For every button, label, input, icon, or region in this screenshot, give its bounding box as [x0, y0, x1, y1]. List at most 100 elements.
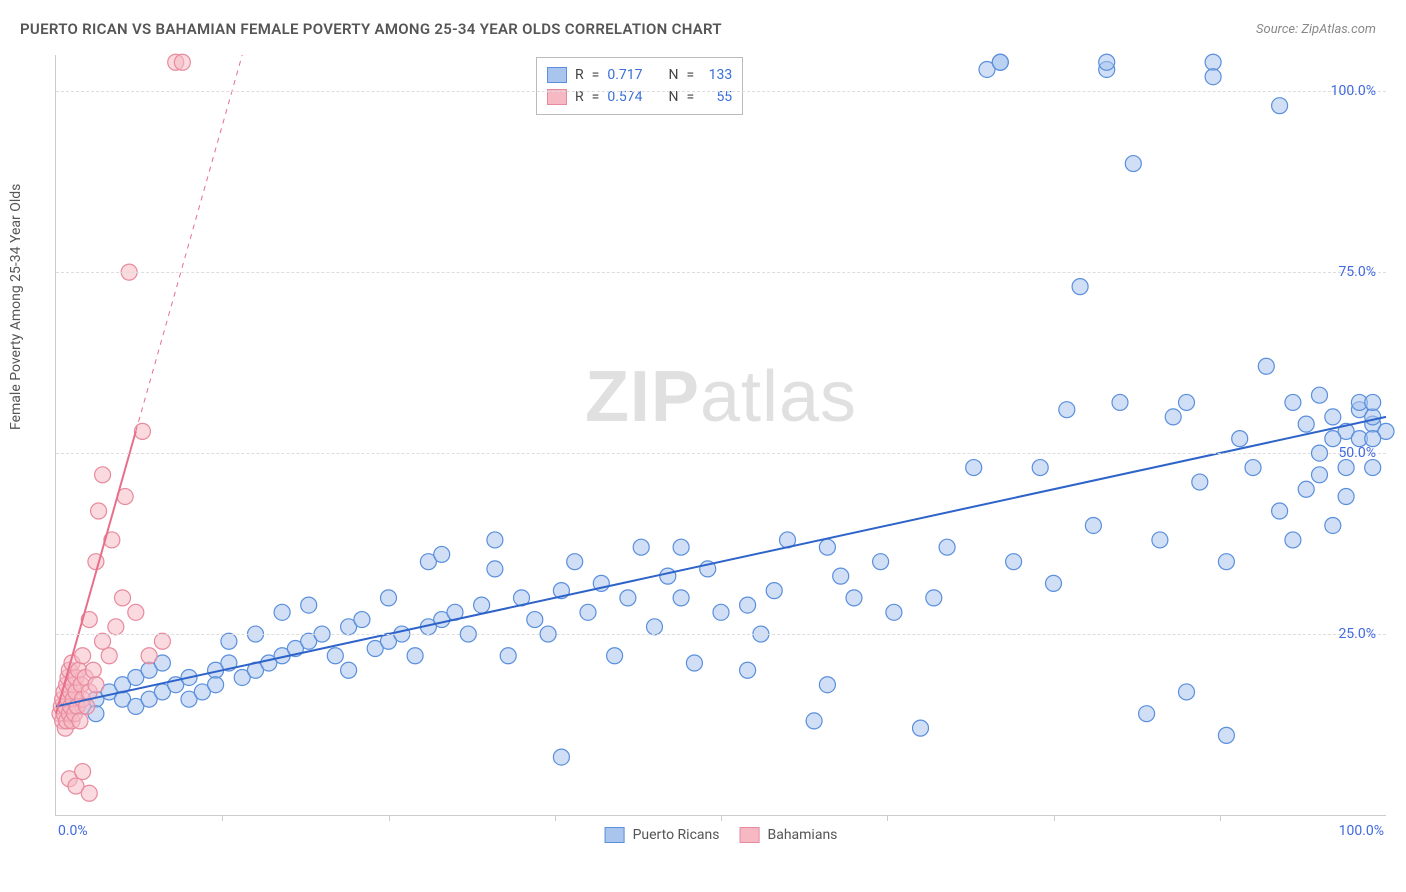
legend-swatch: [739, 827, 759, 843]
series-legend: Puerto RicansBahamians: [605, 827, 838, 843]
stat-n-label: N: [669, 86, 679, 108]
data-point: [221, 633, 237, 649]
data-point: [607, 648, 623, 664]
x-axis-min-label: 0.0%: [58, 823, 88, 839]
data-point: [341, 662, 357, 678]
data-point: [1139, 706, 1155, 722]
scatter-svg: [56, 55, 1386, 815]
data-point: [1205, 69, 1221, 85]
data-point: [108, 619, 124, 635]
data-point: [75, 648, 91, 664]
data-point: [1218, 554, 1234, 570]
data-point: [101, 648, 117, 664]
legend-label: Bahamians: [767, 827, 837, 843]
data-point: [1112, 394, 1128, 410]
data-point: [806, 713, 822, 729]
data-point: [1099, 54, 1115, 70]
stat-r-value: 0.717: [607, 64, 642, 86]
data-point: [1046, 575, 1062, 591]
data-point: [174, 54, 190, 70]
data-point: [886, 604, 902, 620]
data-point: [134, 423, 150, 439]
data-point: [1285, 394, 1301, 410]
data-point: [673, 539, 689, 555]
data-point: [1365, 394, 1381, 410]
legend-swatch: [547, 67, 567, 83]
data-point: [301, 597, 317, 613]
series-legend-item: Bahamians: [739, 827, 837, 843]
data-point: [620, 590, 636, 606]
x-tick: [887, 815, 888, 821]
equals-sign: =: [687, 86, 695, 108]
equals-sign: =: [592, 86, 600, 108]
data-point: [1298, 481, 1314, 497]
y-tick-label: 100.0%: [1331, 83, 1376, 99]
data-point: [1218, 727, 1234, 743]
stats-legend: R=0.717N=133R=0.574N=55: [536, 57, 743, 115]
data-point: [833, 568, 849, 584]
data-point: [75, 764, 91, 780]
regression-line: [56, 417, 1386, 707]
data-point: [1205, 54, 1221, 70]
data-point: [660, 568, 676, 584]
data-point: [434, 546, 450, 562]
data-point: [939, 539, 955, 555]
data-point: [1072, 279, 1088, 295]
x-tick: [389, 815, 390, 821]
stat-n-label: N: [669, 64, 679, 86]
data-point: [115, 590, 131, 606]
data-point: [1298, 416, 1314, 432]
data-point: [819, 677, 835, 693]
x-tick: [1220, 815, 1221, 821]
data-point: [992, 54, 1008, 70]
data-point: [85, 662, 101, 678]
data-point: [327, 648, 343, 664]
data-point: [1006, 554, 1022, 570]
stat-r-value: 0.574: [607, 86, 642, 108]
data-point: [1258, 358, 1274, 374]
equals-sign: =: [687, 64, 695, 86]
data-point: [686, 655, 702, 671]
data-point: [527, 612, 543, 628]
data-point: [1085, 517, 1101, 533]
data-point: [487, 561, 503, 577]
data-point: [1338, 489, 1354, 505]
y-tick-label: 25.0%: [1338, 626, 1376, 642]
data-point: [1365, 409, 1381, 425]
stat-n-value: 133: [702, 64, 732, 86]
stats-legend-row: R=0.574N=55: [547, 86, 732, 108]
data-point: [1338, 460, 1354, 476]
data-point: [1365, 460, 1381, 476]
stat-r-label: R: [575, 64, 584, 86]
chart-title: PUERTO RICAN VS BAHAMIAN FEMALE POVERTY …: [20, 20, 722, 38]
data-point: [274, 604, 290, 620]
data-point: [407, 648, 423, 664]
data-point: [633, 539, 649, 555]
data-point: [487, 532, 503, 548]
data-point: [713, 604, 729, 620]
y-tick-label: 75.0%: [1338, 264, 1376, 280]
data-point: [95, 467, 111, 483]
data-point: [81, 785, 97, 801]
data-point: [1245, 460, 1261, 476]
source-label: Source: ZipAtlas.com: [1256, 22, 1376, 37]
data-point: [1165, 409, 1181, 425]
data-point: [208, 677, 224, 693]
data-point: [740, 597, 756, 613]
data-point: [474, 597, 490, 613]
data-point: [154, 633, 170, 649]
data-point: [381, 590, 397, 606]
data-point: [72, 713, 88, 729]
data-point: [95, 633, 111, 649]
chart-plot-area: ZIPatlas R=0.717N=133R=0.574N=55 Puerto …: [55, 55, 1386, 816]
gridline-h: [56, 453, 1386, 454]
stat-n-value: 55: [702, 86, 732, 108]
data-point: [740, 662, 756, 678]
gridline-h: [56, 272, 1386, 273]
data-point: [1059, 402, 1075, 418]
data-point: [128, 604, 144, 620]
data-point: [913, 720, 929, 736]
gridline-h: [56, 634, 1386, 635]
x-axis-max-label: 100.0%: [1339, 823, 1384, 839]
data-point: [141, 648, 157, 664]
